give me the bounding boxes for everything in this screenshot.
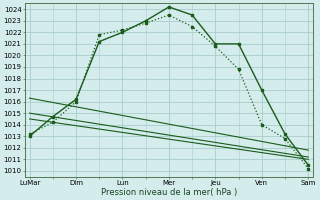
X-axis label: Pression niveau de la mer( hPa ): Pression niveau de la mer( hPa ) xyxy=(101,188,237,197)
